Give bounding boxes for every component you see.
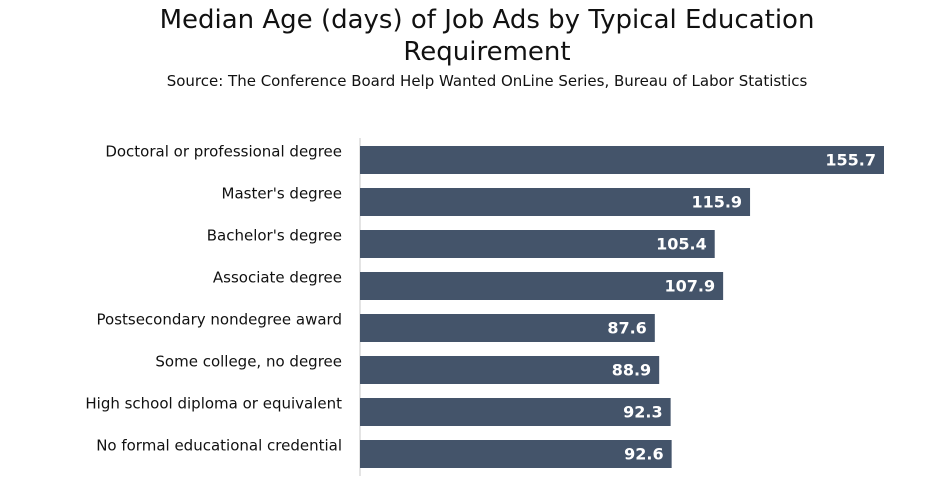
bar [360,230,715,258]
category-label: Doctoral or professional degree [105,143,342,161]
category-label: Associate degree [213,269,342,287]
chart-title: Median Age (days) of Job Ads by Typical … [159,5,815,67]
category-label: High school diploma or equivalent [85,395,342,413]
bar [360,146,884,174]
bar [360,398,671,426]
category-label: Master's degree [222,185,343,203]
category-label: No formal educational credential [96,437,342,455]
value-label: 87.6 [607,319,646,338]
value-label: 92.6 [624,445,663,464]
bar [360,188,751,216]
value-label: 92.3 [623,403,662,422]
category-label: Bachelor's degree [207,227,342,245]
bar [360,440,672,468]
bar [360,272,724,300]
value-label: 115.9 [691,193,742,212]
bar [360,314,655,342]
value-label: 107.9 [665,277,716,296]
value-label: 155.7 [825,151,876,170]
value-label: 105.4 [656,235,707,254]
category-label: Postsecondary nondegree award [97,311,343,329]
category-label: Some college, no degree [155,353,342,371]
value-label: 88.9 [612,361,651,380]
chart-subtitle: Source: The Conference Board Help Wanted… [166,72,808,90]
bar [360,356,660,384]
